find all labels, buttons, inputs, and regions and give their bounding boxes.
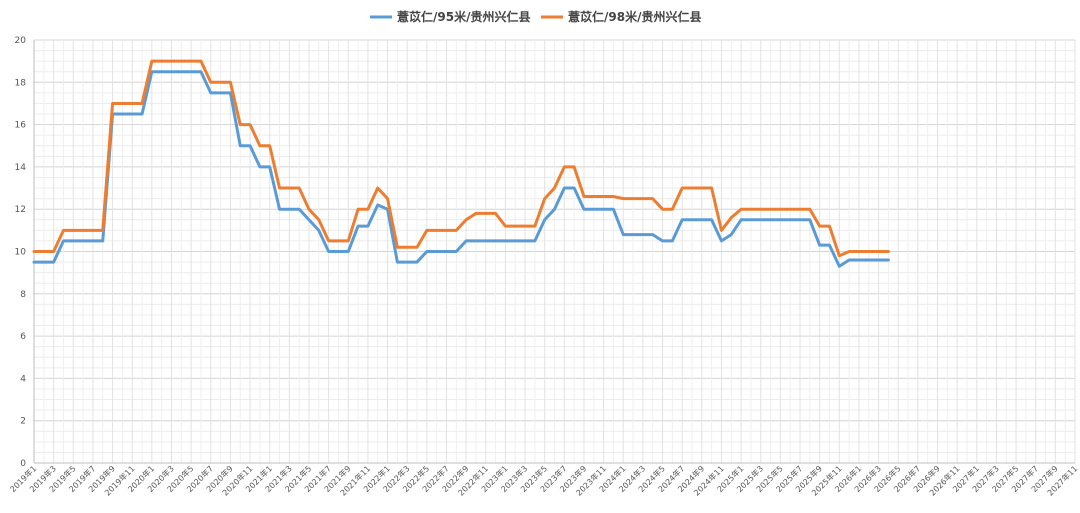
y-tick-label: 16: [15, 121, 27, 131]
legend: 薏苡仁/95米/贵州兴仁县 薏苡仁/98米/贵州兴仁县: [370, 9, 701, 24]
legend-label-series-98: 薏苡仁/98米/贵州兴仁县: [568, 9, 701, 24]
y-tick-label: 6: [20, 332, 26, 342]
y-tick-label: 20: [15, 36, 27, 46]
y-tick-label: 10: [15, 248, 27, 258]
series-line-98: [32, 59, 890, 258]
legend-label-series-95: 薏苡仁/95米/贵州兴仁县: [397, 9, 530, 24]
y-tick-label: 8: [20, 290, 26, 300]
x-axis: 2019年12019年32019年52019年72019年92019年11202…: [8, 463, 1080, 497]
y-tick-label: 12: [15, 205, 26, 215]
series-lines: [32, 59, 890, 268]
gridlines: [33, 39, 1076, 464]
y-tick-label: 2: [20, 417, 26, 427]
y-tick-label: 0: [20, 459, 26, 469]
y-tick-label: 18: [15, 78, 27, 88]
y-tick-label: 14: [15, 163, 27, 173]
series-line-95: [32, 70, 890, 268]
y-axis: 0 2 4 6 8 10 12 14 16 18 20: [15, 36, 27, 469]
y-tick-label: 4: [20, 374, 26, 384]
